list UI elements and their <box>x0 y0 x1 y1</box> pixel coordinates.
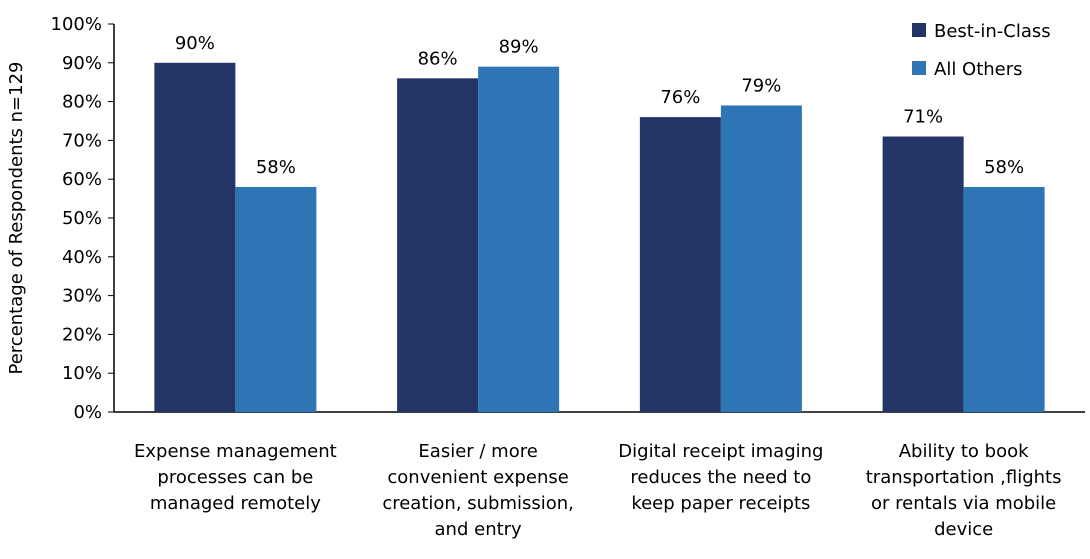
bar <box>478 66 560 413</box>
y-tick-label: 70% <box>62 130 102 151</box>
y-tick-label: 100% <box>51 14 102 35</box>
bar <box>639 117 721 413</box>
data-label: 58% <box>256 157 296 178</box>
data-label: 90% <box>175 33 215 54</box>
bar <box>720 105 802 412</box>
data-label: 79% <box>741 75 781 96</box>
y-tick-label: 0% <box>73 402 102 423</box>
data-label: 71% <box>903 107 943 128</box>
y-tick-label: 90% <box>62 53 102 74</box>
y-tick-label: 30% <box>62 286 102 307</box>
data-label: 58% <box>984 157 1024 178</box>
bar <box>154 62 236 413</box>
y-tick-label: 50% <box>62 208 102 229</box>
bar <box>397 78 479 412</box>
y-tick-label: 40% <box>62 247 102 268</box>
x-tick-label: Ability to book transportation ,flights or… <box>866 441 1062 540</box>
legend-label: Best-in-Class <box>934 21 1051 42</box>
x-tick-label: Digital receipt imaging reduces the need … <box>618 441 823 514</box>
data-label: 89% <box>499 37 539 58</box>
data-label: 86% <box>418 48 458 69</box>
bar <box>963 186 1045 412</box>
bar <box>882 136 964 412</box>
x-tick-label: Expense management processes can be manage… <box>134 441 337 514</box>
y-tick-label: 60% <box>62 169 102 190</box>
y-axis-label: Percentage of Respondents n=129 <box>6 62 27 375</box>
y-tick-label: 80% <box>62 92 102 113</box>
y-tick-label: 10% <box>62 363 102 384</box>
legend-swatch <box>912 23 926 37</box>
data-label: 76% <box>660 87 700 108</box>
x-tick-label: Easier / more convenient expense creation,… <box>382 441 574 540</box>
bar <box>235 186 317 412</box>
legend-swatch <box>912 61 926 75</box>
y-tick-label: 20% <box>62 324 102 345</box>
legend-label: All Others <box>934 59 1023 80</box>
